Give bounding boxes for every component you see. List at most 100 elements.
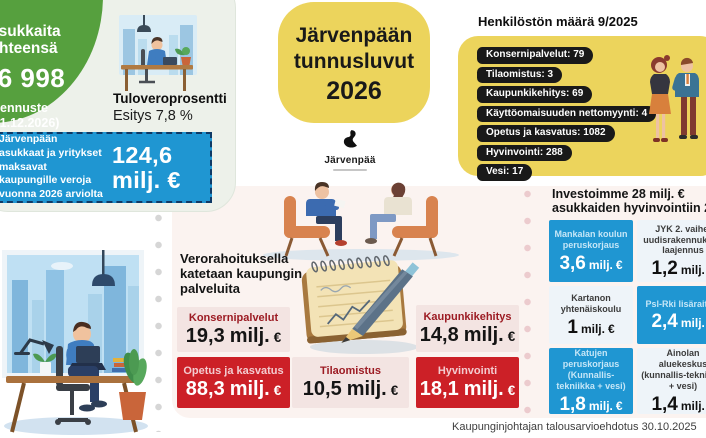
investment-unit: milj. — [588, 257, 613, 272]
euro-sign: € — [607, 321, 615, 336]
population-note-line1: ennuste — [0, 100, 48, 115]
investment-box-kartanon-koulu: Kartanon yhtenäiskoulu 1 milj. € — [549, 286, 633, 344]
service-box-konsernipalvelut: Konsernipalvelut 19,3 milj. € — [177, 307, 290, 352]
investment-box-jyk: JYK 2. vaihe, uudisrakennuksen laajennus… — [637, 220, 706, 282]
service-box-value: 14,8 milj. € — [420, 325, 515, 346]
tax-revenue-description: Järvenpään asukkaat ja yritykset maksava… — [0, 133, 103, 200]
euro-sign: € — [615, 398, 623, 413]
population-figures: Asukkaita yhteensä 46 998 ennuste (31.12… — [0, 23, 115, 131]
service-box-value: 19,3 milj. € — [186, 326, 281, 347]
services-heading-line2: katetaan kaupungin — [180, 265, 303, 281]
service-box-value: 18,1 milj. € — [420, 379, 515, 400]
investment-unit: milj. — [588, 398, 613, 413]
investment-box-label: Ainolan aluekeskus (kunnallis-tekniikka … — [641, 348, 706, 391]
service-box-opetus-ja-kasvatus: Opetus ja kasvatus 88,3 milj. € — [177, 357, 290, 408]
services-heading: Verorahoituksella katetaan kaupungin pal… — [180, 251, 303, 297]
city-logo-tagline — [333, 169, 367, 171]
investment-unit: milj. — [580, 321, 605, 336]
personnel-item: Konsernipalvelut: 79 — [477, 47, 594, 64]
service-box-label: Kaupunkikehitys — [423, 311, 512, 323]
interview-illustration — [263, 182, 459, 261]
investment-box-value: 1 milj. € — [567, 318, 614, 337]
people-talking-illustration — [649, 55, 699, 142]
investment-amount: 1,8 — [559, 393, 586, 415]
office-worker-large-illustration — [2, 250, 148, 435]
investment-amount: 1 — [567, 316, 578, 338]
service-amount: 18,1 — [419, 378, 459, 400]
main-title-box: Järvenpään tunnusluvut 2026 — [278, 2, 430, 123]
investment-amount: 1,4 — [651, 393, 678, 415]
service-unit: milj. — [229, 325, 270, 347]
euro-sign: € — [507, 329, 516, 344]
tax-revenue-box: Järvenpään asukkaat ja yritykset maksava… — [0, 132, 212, 203]
euro-sign: € — [273, 330, 282, 345]
service-box-label: Tilaomistus — [320, 365, 381, 377]
investment-unit: milj. — [680, 316, 705, 331]
investment-unit: milj. — [680, 398, 705, 413]
population-value: 46 998 — [0, 62, 66, 93]
tax-revenue-value: 124,6 milj. € — [112, 141, 181, 193]
service-box-label: Hyvinvointi — [437, 365, 498, 377]
euro-sign: € — [507, 383, 516, 398]
population-tax-card: Asukkaita yhteensä 46 998 ennuste (31.12… — [0, 0, 236, 212]
investment-box-label: JYK 2. vaihe, uudisrakennuksen laajennus — [643, 223, 706, 256]
population-note-line2: (31.12.2026) — [0, 115, 60, 130]
service-unit: milj. — [463, 378, 504, 400]
service-amount: 10,5 — [302, 378, 342, 400]
investment-unit: milj. — [680, 263, 705, 278]
personnel-heading: Henkilöstön määrä 9/2025 — [478, 14, 638, 29]
tax-revenue-unit: milj. € — [112, 166, 181, 193]
footer-caption: Kaupunginjohtajan talousarvioehdotus 30.… — [452, 421, 697, 433]
service-unit: milj. — [346, 378, 387, 400]
service-unit: milj. — [463, 324, 504, 346]
personnel-item: Hyvinvointi: 288 — [477, 144, 572, 161]
service-box-value: 88,3 milj. € — [186, 379, 281, 400]
personnel-item: Käyttöomaisuuden nettomyynti: 4 — [477, 105, 657, 122]
income-tax-proposal: Esitys 7,8 % — [113, 108, 193, 124]
service-box-label: Konsernipalvelut — [188, 312, 279, 324]
tax-revenue-amount: 124,6 — [112, 141, 173, 168]
office-worker-small-illustration — [119, 15, 197, 91]
investment-box-value: 1,8 milj. € — [559, 395, 622, 414]
service-box-value: 10,5 milj. € — [303, 379, 398, 400]
main-title-line2: tunnusluvut — [293, 49, 415, 73]
dotted-separator-pink — [524, 190, 531, 424]
personnel-item: Tilaomistus: 3 — [477, 66, 563, 83]
investment-amount: 2,4 — [651, 311, 678, 333]
city-logo: Järvenpää — [322, 129, 378, 171]
investment-amount: 1,2 — [651, 258, 678, 280]
service-box-hyvinvointi: Hyvinvointi 18,1 milj. € — [416, 357, 519, 408]
dotted-separator-gray — [155, 214, 162, 432]
investments-heading: Investoimme 28 milj. € asukkaiden hyvinv… — [552, 187, 706, 216]
service-amount: 19,3 — [185, 325, 225, 347]
service-amount: 14,8 — [419, 324, 459, 346]
personnel-item: Kaupunkikehitys: 69 — [477, 86, 593, 103]
investment-box-label: Katujen peruskorjaus (Kunnallis-tekniikk… — [556, 348, 626, 391]
service-box-kaupunkikehitys: Kaupunkikehitys 14,8 milj. € — [416, 305, 519, 352]
investment-box-ainolan-aluekeskus: Ainolan aluekeskus (kunnallis-tekniikka … — [637, 348, 706, 414]
personnel-item: Vesi: 17 — [477, 164, 533, 181]
population-label-line1: Asukkaita — [0, 23, 61, 40]
income-tax-title: Tuloveroprosentti — [113, 91, 227, 106]
investment-box-mankalan-koulu: Mankalan koulun peruskorjaus 3,6 milj. € — [549, 220, 633, 282]
euro-sign: € — [273, 383, 282, 398]
swan-logo-icon — [343, 130, 357, 148]
service-box-label: Opetus ja kasvatus — [183, 365, 284, 377]
investment-amount: 3,6 — [559, 252, 586, 274]
investments-heading-line1: Investoimme 28 milj. € — [552, 187, 685, 201]
personnel-item: Opetus ja kasvatus: 1082 — [477, 125, 615, 142]
main-title-year: 2026 — [326, 76, 382, 105]
main-title-line1: Järvenpään — [295, 24, 413, 48]
investment-box-value: 3,6 milj. € — [559, 254, 622, 273]
service-box-tilaomistus: Tilaomistus 10,5 milj. € — [292, 357, 409, 408]
services-heading-line3: palveluita — [180, 280, 240, 296]
investment-box-label: Psl-Rki lisäraiteet — [645, 298, 706, 309]
population-label-line2: yhteensä — [0, 40, 58, 58]
euro-sign: € — [615, 257, 623, 272]
investments-heading-line2: asukkaiden hyvinvointiin 2026 — [552, 201, 706, 216]
investment-box-label: Mankalan koulun peruskorjaus — [554, 229, 628, 250]
